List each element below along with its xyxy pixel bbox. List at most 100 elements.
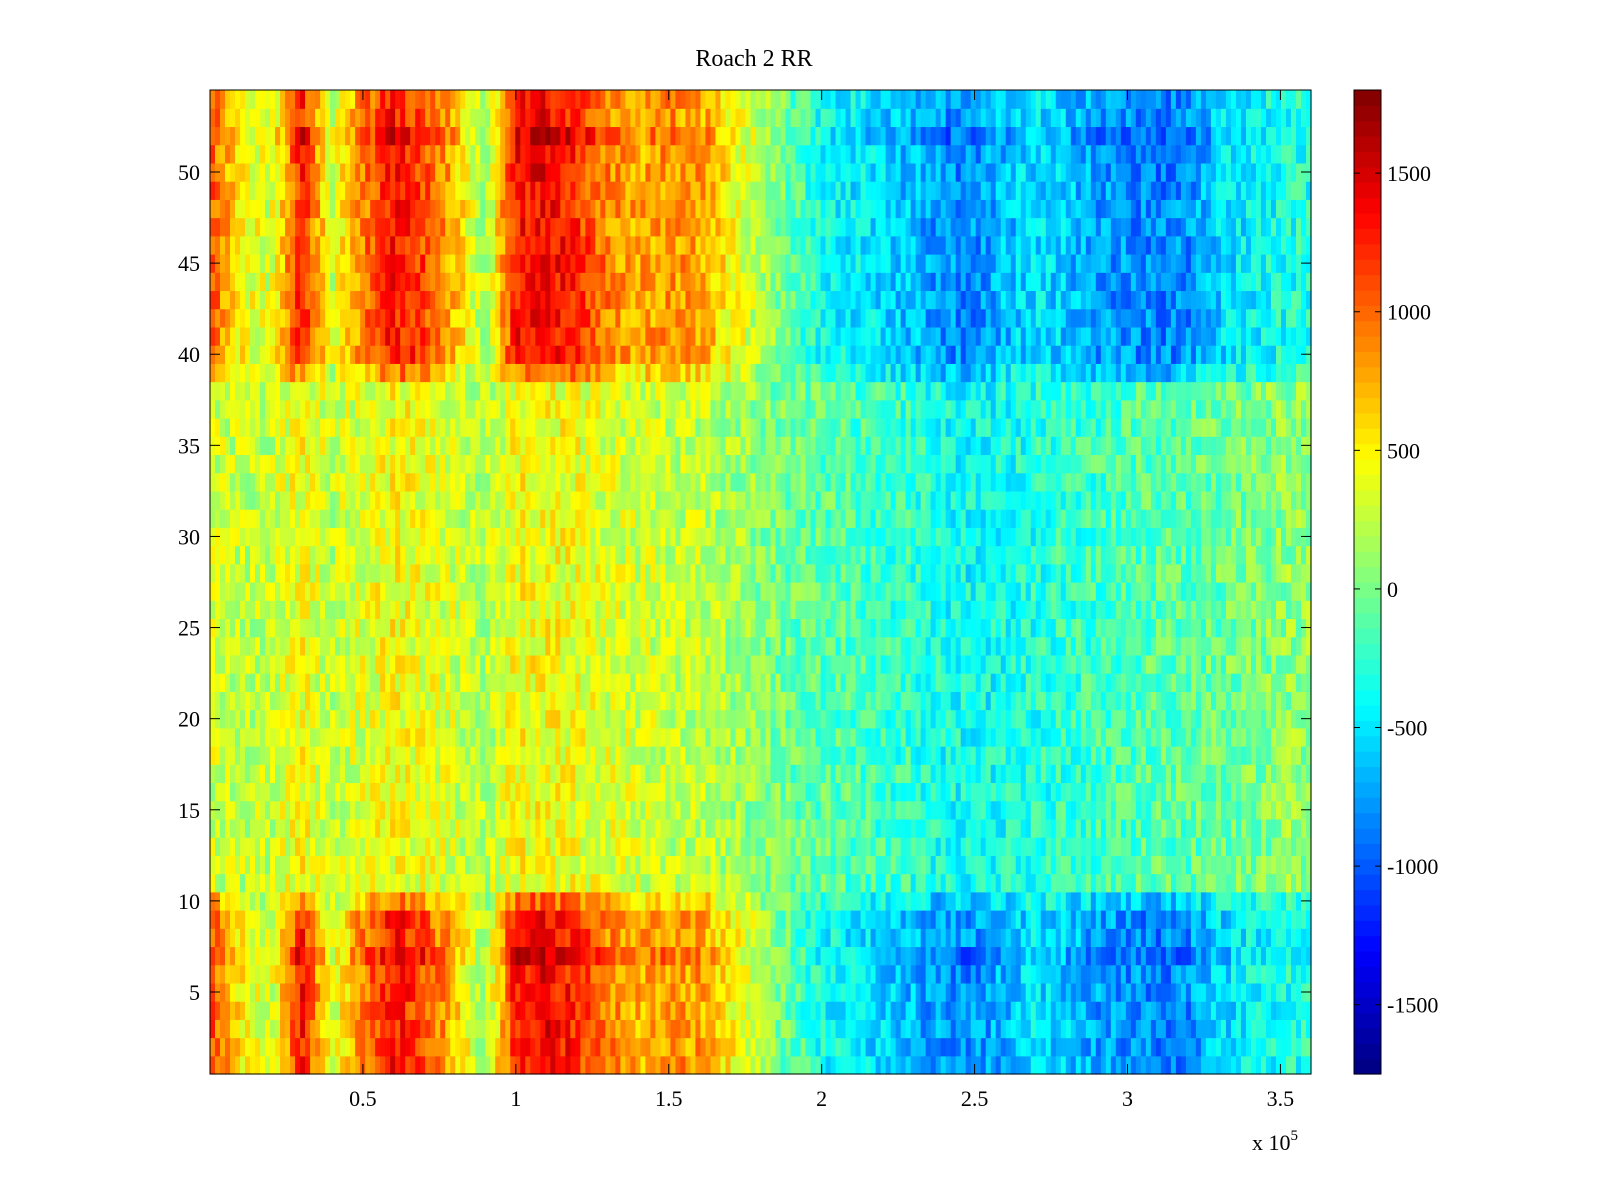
heatmap-cell [640,782,646,802]
heatmap-cell [305,855,311,875]
heatmap-cell [590,837,596,856]
heatmap-cell [1220,1037,1227,1057]
heatmap-cell [1100,764,1107,784]
heatmap-cell [1180,964,1187,984]
heatmap-cell [860,709,867,729]
heatmap-cell [700,837,707,856]
heatmap-cell [1130,764,1137,784]
heatmap-cell [660,709,667,729]
heatmap-cell [1170,964,1177,984]
heatmap-cell [800,946,807,966]
heatmap-cell [865,709,872,729]
heatmap-cell [265,1001,271,1020]
heatmap-cell [550,928,556,948]
heatmap-cell [1235,1055,1242,1075]
heatmap-cell [1025,673,1032,692]
heatmap-cell [1010,1037,1017,1057]
heatmap-cell [1155,800,1162,820]
heatmap-cell [315,837,321,856]
heatmap-cell [1300,928,1307,948]
heatmap-cell [1080,1001,1087,1020]
heatmap-cell [485,982,491,1002]
heatmap-cell [290,782,296,802]
heatmap-cell [1185,964,1192,984]
heatmap-cell [1245,1019,1252,1039]
heatmap-cell [255,946,261,966]
heatmap-cell [760,1019,767,1039]
heatmap-cell [710,709,717,729]
heatmap-cell [565,1037,571,1057]
heatmap-cell [365,1037,371,1057]
heatmap-cell [640,709,646,729]
heatmap-cell [995,946,1002,966]
heatmap-cell [315,673,321,692]
heatmap-cell [835,654,842,674]
heatmap-cell [750,800,757,820]
heatmap-cell [1135,1019,1142,1039]
heatmap-cell [790,764,797,784]
heatmap-cell [460,837,466,856]
heatmap-cell [550,818,556,838]
heatmap-cell [975,673,982,692]
heatmap-cell [520,1055,526,1075]
heatmap-cell [240,673,246,692]
heatmap-cell [1295,855,1302,875]
heatmap-cell [340,1037,346,1057]
heatmap-cell [835,800,842,820]
heatmap-cell [465,837,471,856]
heatmap-cell [855,1055,862,1075]
heatmap-cell [880,855,887,875]
heatmap-cell [405,691,411,711]
heatmap-cell [640,673,646,692]
heatmap-cell [825,709,832,729]
heatmap-cell [730,873,737,893]
heatmap-cell [540,964,546,984]
heatmap-cell [1265,727,1272,747]
heatmap-cell [845,891,852,911]
heatmap-cell [1165,746,1172,765]
heatmap-cell [635,709,641,729]
heatmap-cell [300,1055,306,1075]
heatmap-cell [610,727,616,747]
heatmap-cell [840,1001,847,1020]
heatmap-cell [1210,746,1217,765]
heatmap-cell [955,946,962,966]
heatmap-cell [1030,746,1037,765]
heatmap-cell [955,982,962,1002]
heatmap-cell [270,946,276,966]
heatmap-cell [1200,727,1207,747]
heatmap-cell [230,891,236,911]
heatmap-cell [780,782,787,802]
heatmap-cell [825,654,832,674]
heatmap-cell [1200,709,1207,729]
heatmap-cell [995,928,1002,948]
heatmap-cell [1135,982,1142,1002]
heatmap-cell [920,891,927,911]
heatmap-cell [685,727,692,747]
heatmap-cell [340,709,346,729]
heatmap-cell [875,654,882,674]
heatmap-cell [570,873,576,893]
heatmap-cell [1295,982,1302,1002]
heatmap-cell [400,727,406,747]
heatmap-cell [505,746,511,765]
heatmap-cell [975,964,982,984]
heatmap-cell [715,946,722,966]
heatmap-cell [295,764,301,784]
heatmap-cell [510,727,516,747]
heatmap-cell [275,782,281,802]
heatmap-cell [940,654,947,674]
heatmap-cell [550,727,556,747]
heatmap-cell [1100,1001,1107,1020]
heatmap-cell [1075,691,1082,711]
heatmap-cell [355,727,361,747]
heatmap-cell [920,1037,927,1057]
heatmap-cell [370,654,376,674]
heatmap-cell [890,746,897,765]
heatmap-cell [330,964,336,984]
heatmap-cell [775,654,782,674]
heatmap-cell [770,727,777,747]
heatmap-cell [940,727,947,747]
heatmap-cell [685,891,692,911]
heatmap-cell [665,727,672,747]
